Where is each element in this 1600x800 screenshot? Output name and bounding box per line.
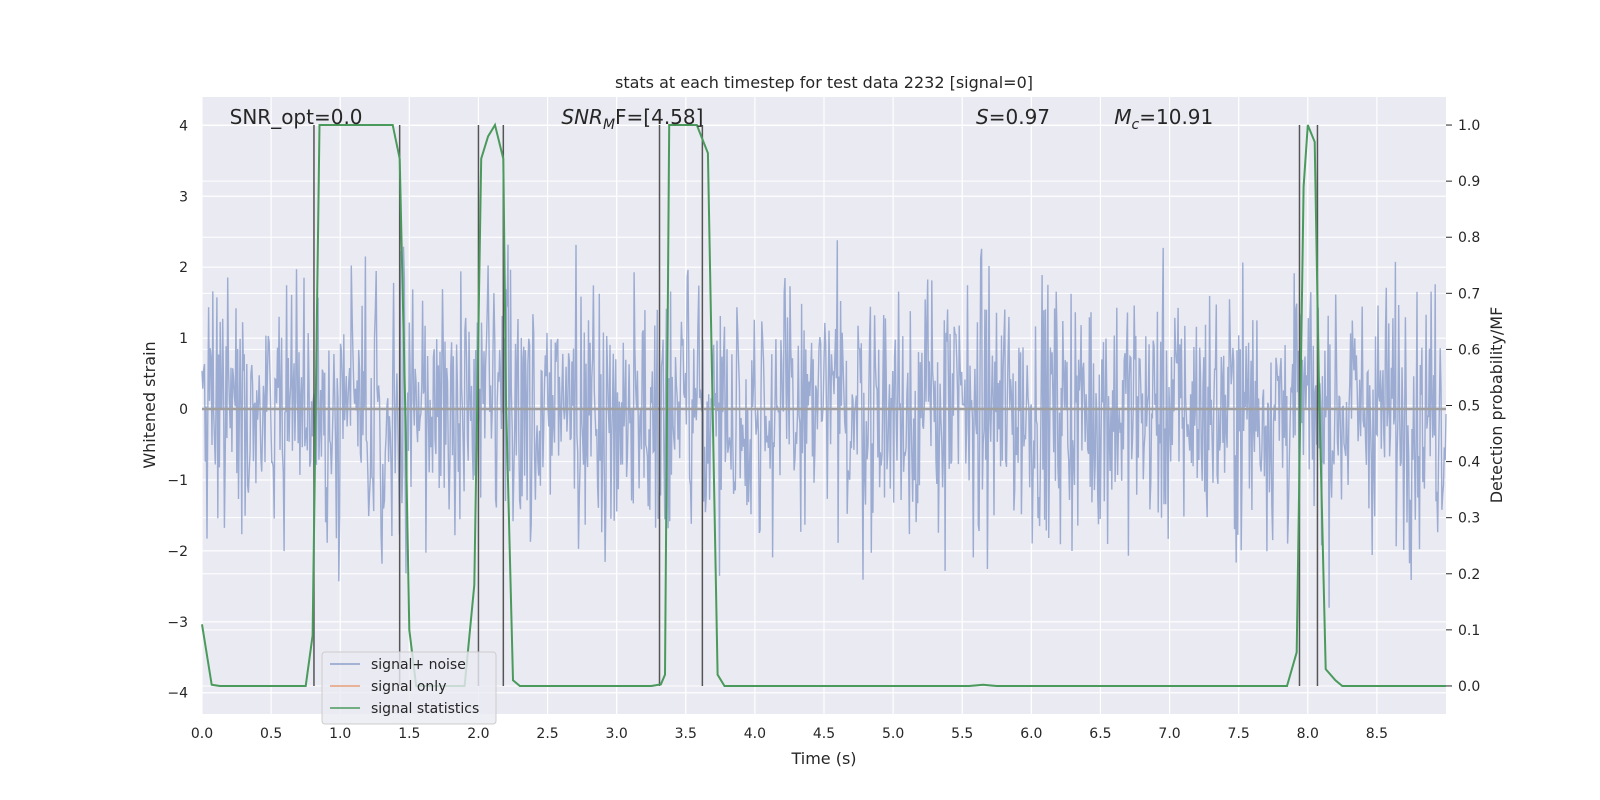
y-tick-label-8: −4 bbox=[167, 686, 188, 702]
y-tick-label-7: −3 bbox=[167, 615, 188, 631]
legend-label-signal: signal only bbox=[371, 679, 446, 695]
y2-tick-label-5: 0.5 bbox=[1458, 399, 1480, 415]
y2-tick-label-10: 0.0 bbox=[1458, 679, 1480, 695]
y-tick-label-2: 2 bbox=[179, 260, 188, 276]
annotations: SNR_opt=0.0 SNRMF=[4.58] S=0.97 Mc=10.91 bbox=[230, 105, 1214, 133]
x-tick-label-6: 3.0 bbox=[606, 726, 628, 742]
x-tick-label-9: 4.5 bbox=[813, 726, 835, 742]
y2-tick-label-3: 0.7 bbox=[1458, 286, 1480, 302]
annotation-0: SNR_opt=0.0 bbox=[230, 105, 363, 129]
chart-title: stats at each timestep for test data 223… bbox=[615, 73, 1033, 92]
y-tick-label-6: −2 bbox=[167, 544, 188, 560]
y2-axis-label: Detection probability/MF bbox=[1487, 307, 1506, 504]
x-tick-label-0: 0.0 bbox=[191, 726, 213, 742]
x-tick-label-17: 8.5 bbox=[1366, 726, 1388, 742]
x-tick-label-8: 4.0 bbox=[744, 726, 766, 742]
x-tick-label-15: 7.5 bbox=[1228, 726, 1250, 742]
y-tick-label-5: −1 bbox=[167, 473, 188, 489]
y-ticks: 4 3 2 1 0 −1 −2 −3 −4 bbox=[167, 118, 188, 701]
y-tick-label-4: 0 bbox=[179, 402, 188, 418]
x-ticks: 0.0 0.5 1.0 1.5 2.0 2.5 3.0 3.5 4.0 4.5 5.0 5.5 6.0 6… bbox=[191, 726, 1388, 742]
y-tick-label-3: 1 bbox=[179, 331, 188, 347]
y2-tick-label-4: 0.6 bbox=[1458, 342, 1480, 358]
signal-statistics-series bbox=[201, 122, 1446, 687]
legend-label-noise: signal+ noise bbox=[371, 657, 466, 673]
signal-noise-series bbox=[201, 240, 1447, 608]
x-tick-label-11: 5.5 bbox=[951, 726, 973, 742]
y2-tick-label-7: 0.3 bbox=[1458, 511, 1480, 527]
x-tick-label-14: 7.0 bbox=[1158, 726, 1180, 742]
x-tick-label-12: 6.0 bbox=[1020, 726, 1042, 742]
y2-tick-label-1: 0.9 bbox=[1458, 174, 1480, 190]
x-tick-label-16: 8.0 bbox=[1297, 726, 1319, 742]
y2-tick-label-9: 0.1 bbox=[1458, 623, 1480, 639]
y2-tick-label-8: 0.2 bbox=[1458, 567, 1480, 583]
annotation-2: S=0.97 bbox=[976, 105, 1050, 129]
x-tick-label-1: 0.5 bbox=[260, 726, 282, 742]
x-tick-label-4: 2.0 bbox=[467, 726, 489, 742]
noise-trace bbox=[201, 240, 1447, 608]
y-tick-label-0: 4 bbox=[179, 118, 188, 134]
x-tick-label-7: 3.5 bbox=[675, 726, 697, 742]
x-tick-label-5: 2.5 bbox=[536, 726, 558, 742]
annotation-3: Mc=10.91 bbox=[1114, 105, 1213, 133]
legend: signal+ noise signal only signal statist… bbox=[321, 651, 497, 725]
legend-label-stats: signal statistics bbox=[371, 701, 479, 717]
x-tick-label-10: 5.0 bbox=[882, 726, 904, 742]
y2-tick-label-2: 0.8 bbox=[1458, 230, 1480, 246]
x-axis-label: Time (s) bbox=[790, 749, 856, 768]
annotation-1: SNRMF=[4.58] bbox=[561, 105, 703, 133]
y2-tick-label-6: 0.4 bbox=[1458, 455, 1480, 471]
x-tick-label-2: 1.0 bbox=[329, 726, 351, 742]
y2-ticks: 1.0 0.9 0.8 0.7 0.6 0.5 0.4 0.3 0.2 0.1 0.0 bbox=[1446, 118, 1480, 695]
legend-box bbox=[321, 651, 497, 725]
x-tick-label-13: 6.5 bbox=[1089, 726, 1111, 742]
y2-tick-label-0: 1.0 bbox=[1458, 118, 1480, 134]
y-tick-label-1: 3 bbox=[179, 189, 188, 205]
y-axis-label: Whitened strain bbox=[140, 341, 159, 468]
x-tick-label-3: 1.5 bbox=[398, 726, 420, 742]
stats-trace bbox=[201, 122, 1446, 687]
